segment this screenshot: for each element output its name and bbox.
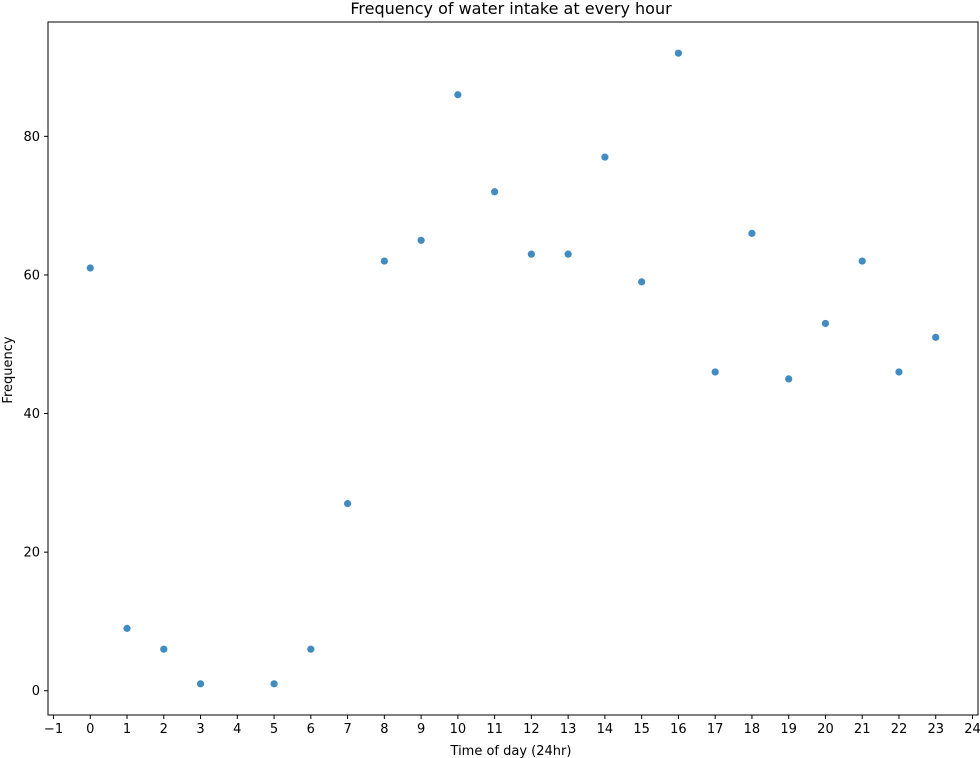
data-point bbox=[270, 680, 278, 688]
x-tick-label: 9 bbox=[417, 722, 425, 737]
x-tick-label: −1 bbox=[44, 722, 63, 737]
data-point bbox=[711, 368, 719, 376]
data-point bbox=[307, 645, 315, 653]
data-point bbox=[858, 257, 866, 265]
x-tick-label: 23 bbox=[927, 722, 944, 737]
x-tick-label: 19 bbox=[780, 722, 797, 737]
x-tick-label: 14 bbox=[597, 722, 614, 737]
data-point bbox=[527, 250, 535, 258]
x-tick-label: 10 bbox=[450, 722, 467, 737]
x-tick-label: 2 bbox=[160, 722, 168, 737]
x-tick-label: 22 bbox=[891, 722, 908, 737]
data-point bbox=[821, 319, 830, 328]
y-tick-label: 0 bbox=[32, 684, 40, 699]
data-point bbox=[417, 236, 425, 244]
y-tick-label: 40 bbox=[23, 407, 40, 422]
data-point bbox=[86, 264, 94, 272]
data-point bbox=[123, 624, 131, 632]
data-point bbox=[748, 229, 756, 237]
x-tick-label: 5 bbox=[270, 722, 278, 737]
x-tick-label: 18 bbox=[744, 722, 761, 737]
x-tick-label: 1 bbox=[123, 722, 131, 737]
data-point bbox=[785, 375, 793, 383]
x-tick-label: 8 bbox=[380, 722, 388, 737]
data-point bbox=[564, 250, 572, 258]
data-point bbox=[638, 278, 646, 286]
x-tick-label: 16 bbox=[670, 722, 687, 737]
data-point bbox=[196, 680, 205, 688]
x-tick-label: 17 bbox=[707, 722, 724, 737]
x-tick-label: 12 bbox=[523, 722, 540, 737]
data-point bbox=[491, 188, 499, 196]
x-tick-label: 11 bbox=[486, 722, 503, 737]
axis-ticks: −1 0 1 2 3 4 5 6 7 8 9 10 11 12 13 14 15 16 17 18 19 20 21 22 23… bbox=[23, 130, 980, 737]
x-tick-label: 0 bbox=[86, 722, 94, 737]
data-point bbox=[454, 91, 462, 99]
plot-frame bbox=[47, 21, 979, 716]
y-axis-label: Frequency bbox=[1, 336, 16, 403]
y-tick-label: 60 bbox=[23, 268, 40, 283]
x-tick-label: 20 bbox=[817, 722, 834, 737]
x-tick-label: 24 bbox=[964, 722, 980, 737]
data-point bbox=[932, 333, 940, 341]
data-point bbox=[343, 500, 352, 508]
data-point bbox=[601, 153, 609, 161]
data-points bbox=[86, 49, 940, 688]
y-tick-label: 20 bbox=[23, 546, 40, 561]
chart-title: Frequency of water intake at every hour bbox=[350, 0, 672, 18]
x-tick-label: 15 bbox=[633, 722, 650, 737]
data-point bbox=[895, 368, 903, 376]
data-point bbox=[674, 49, 683, 57]
x-tick-label: 3 bbox=[196, 722, 204, 737]
x-tick-label: 6 bbox=[307, 722, 315, 737]
x-tick-label: 7 bbox=[343, 722, 351, 737]
x-tick-label: 4 bbox=[233, 722, 241, 737]
data-point bbox=[160, 645, 168, 653]
y-tick-label: 80 bbox=[23, 130, 40, 145]
x-axis-label: Time of day (24hr) bbox=[450, 744, 572, 758]
x-tick-label: 21 bbox=[854, 722, 871, 737]
data-point bbox=[380, 257, 388, 265]
x-tick-label: 13 bbox=[560, 722, 577, 737]
